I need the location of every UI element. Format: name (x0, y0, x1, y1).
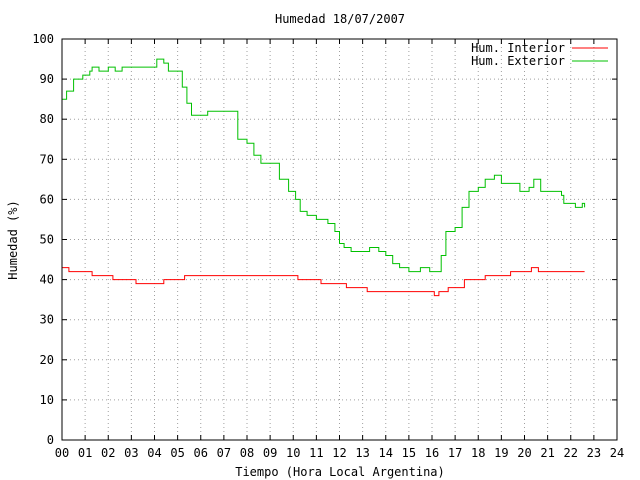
x-tick-label: 24 (610, 446, 624, 460)
y-tick-label: 20 (40, 353, 54, 367)
y-tick-label: 10 (40, 393, 54, 407)
x-tick-label: 17 (448, 446, 462, 460)
series-line-0 (62, 267, 585, 297)
x-tick-label: 23 (587, 446, 601, 460)
y-tick-label: 40 (40, 273, 54, 287)
y-tick-label: 0 (47, 433, 54, 447)
tick-labels: 00 01 02 03 04 05 06 07 08 09 10 11 12 13 14 15 16 17 18 19… (32, 32, 624, 460)
x-tick-label: 06 (194, 446, 208, 460)
x-tick-label: 19 (494, 446, 508, 460)
x-tick-label: 08 (240, 446, 254, 460)
x-tick-label: 18 (471, 446, 485, 460)
x-tick-label: 20 (517, 446, 531, 460)
x-tick-label: 14 (379, 446, 393, 460)
x-tick-label: 22 (564, 446, 578, 460)
x-tick-label: 05 (170, 446, 184, 460)
x-tick-label: 01 (78, 446, 92, 460)
grid (62, 39, 617, 440)
y-tick-label: 60 (40, 192, 54, 206)
x-tick-label: 13 (355, 446, 369, 460)
y-tick-label: 70 (40, 152, 54, 166)
series-layer (62, 58, 586, 297)
x-tick-label: 09 (263, 446, 277, 460)
x-axis-label: Tiempo (Hora Local Argentina) (235, 465, 445, 479)
x-tick-label: 04 (147, 446, 161, 460)
y-tick-label: 100 (32, 32, 54, 46)
x-tick-label: 02 (101, 446, 115, 460)
x-tick-label: 16 (425, 446, 439, 460)
y-axis-label: Humedad (%) (6, 200, 20, 279)
ticks (61, 38, 618, 441)
x-tick-label: 12 (332, 446, 346, 460)
x-tick-label: 11 (309, 446, 323, 460)
x-tick-label: 15 (402, 446, 416, 460)
y-tick-label: 30 (40, 313, 54, 327)
x-tick-label: 03 (124, 446, 138, 460)
x-tick-label: 07 (217, 446, 231, 460)
y-tick-label: 50 (40, 233, 54, 247)
legend-label: Hum. Exterior (471, 54, 565, 68)
chart-title: Humedad 18/07/2007 (275, 12, 405, 26)
legend-label: Hum. Interior (471, 41, 565, 55)
x-tick-label: 00 (55, 446, 69, 460)
series-line-1 (62, 58, 586, 273)
y-tick-label: 90 (40, 72, 54, 86)
y-tick-label: 80 (40, 112, 54, 126)
x-tick-label: 10 (286, 446, 300, 460)
x-tick-label: 21 (540, 446, 554, 460)
